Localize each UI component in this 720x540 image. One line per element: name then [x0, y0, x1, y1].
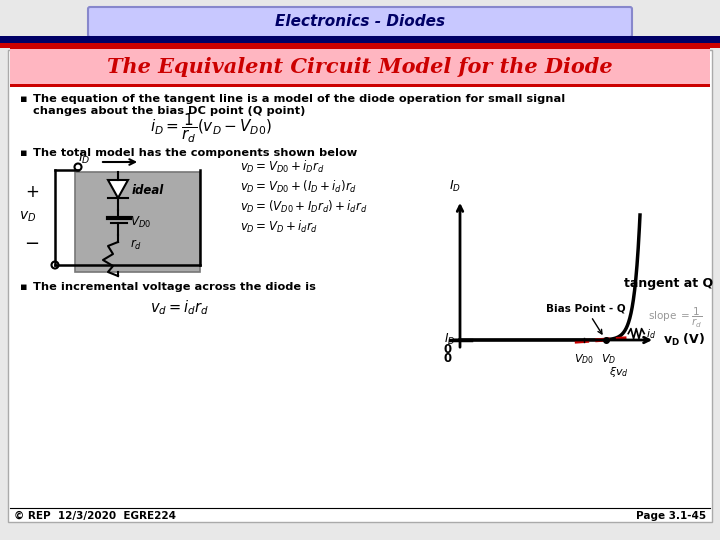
Text: $v_D = \left(V_{D0} + I_D r_d\right)+ i_d r_d$: $v_D = \left(V_{D0} + I_D r_d\right)+ i_… — [240, 199, 367, 215]
Text: $\xi v_d$: $\xi v_d$ — [609, 364, 629, 379]
Text: $I_D$: $I_D$ — [444, 332, 455, 347]
Text: $v_D = V_{D0} + \left(I_D + i_d\right)r_d$: $v_D = V_{D0} + \left(I_D + i_d\right)r_… — [240, 179, 357, 195]
Bar — [10, 46, 710, 49]
Bar — [0, 43, 720, 48]
Text: $V_{D0}$: $V_{D0}$ — [574, 352, 594, 366]
Text: Bias Point - Q: Bias Point - Q — [546, 303, 626, 334]
Text: ▪: ▪ — [20, 282, 27, 292]
Text: $v_d = i_d r_d$: $v_d = i_d r_d$ — [150, 299, 209, 318]
Text: The total model has the components shown below: The total model has the components shown… — [33, 148, 357, 158]
Bar — [10, 47, 710, 85]
Text: $\mathbf{v_D}$ $\mathbf{(V)}$: $\mathbf{v_D}$ $\mathbf{(V)}$ — [663, 332, 705, 348]
Text: slope $= \dfrac{1}{r_d}$: slope $= \dfrac{1}{r_d}$ — [648, 306, 703, 329]
Bar — [0, 36, 720, 43]
Bar — [8, 50, 712, 522]
Text: Page 3.1-45: Page 3.1-45 — [636, 511, 706, 521]
Text: ▪: ▪ — [20, 94, 27, 104]
Text: $V_{D0}$: $V_{D0}$ — [130, 214, 151, 230]
Text: © REP  12/3/2020  EGRE224: © REP 12/3/2020 EGRE224 — [14, 511, 176, 521]
Text: $I_D$: $I_D$ — [449, 179, 461, 194]
Text: ▪: ▪ — [20, 148, 27, 158]
Text: changes about the bias DC point (Q point): changes about the bias DC point (Q point… — [33, 106, 305, 116]
Text: $i_d$: $i_d$ — [647, 327, 657, 341]
Text: The incremental voltage across the diode is: The incremental voltage across the diode… — [33, 282, 316, 292]
Text: $v_D = V_D + i_d r_d$: $v_D = V_D + i_d r_d$ — [240, 219, 318, 235]
FancyBboxPatch shape — [88, 7, 632, 37]
Text: $v_D = V_{D0} + i_D r_d$: $v_D = V_{D0} + i_D r_d$ — [240, 159, 325, 175]
Bar — [75, 172, 200, 272]
Text: The Equivalent Circuit Model for the Diode: The Equivalent Circuit Model for the Dio… — [107, 57, 613, 77]
Text: $\mathbf{0}$: $\mathbf{0}$ — [444, 343, 453, 356]
Text: $r_d$: $r_d$ — [130, 238, 142, 252]
Text: $\mathbf{0}$: $\mathbf{0}$ — [444, 352, 453, 365]
Text: $i_D$: $i_D$ — [78, 150, 91, 166]
Text: $+$: $+$ — [25, 183, 39, 201]
Text: $i_D = \dfrac{1}{r_d}\left(v_D - V_{D0}\right)$: $i_D = \dfrac{1}{r_d}\left(v_D - V_{D0}\… — [150, 111, 272, 145]
Text: ideal: ideal — [132, 184, 164, 197]
Text: tangent at Q: tangent at Q — [624, 276, 714, 289]
Text: Electronics - Diodes: Electronics - Diodes — [275, 15, 445, 30]
Bar — [10, 84, 710, 87]
Text: $-$: $-$ — [24, 233, 40, 251]
Polygon shape — [108, 180, 128, 198]
Text: $v_D$: $v_D$ — [19, 210, 37, 224]
Text: The equation of the tangent line is a model of the diode operation for small sig: The equation of the tangent line is a mo… — [33, 94, 565, 104]
Text: $V_D$: $V_D$ — [600, 352, 616, 366]
